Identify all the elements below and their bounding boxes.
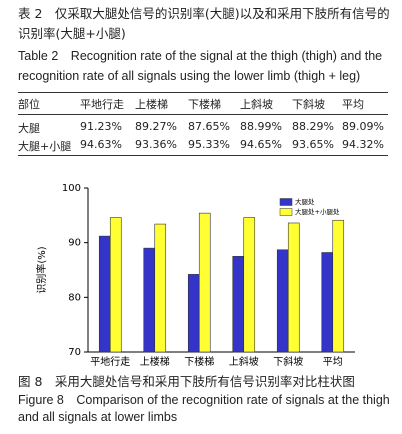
table-cell: 88.29% — [292, 120, 334, 133]
y-tick-label: 70 — [68, 347, 81, 358]
bar — [276, 249, 289, 353]
rule — [18, 92, 388, 93]
table-cell: 89.09% — [342, 120, 384, 133]
table-cell: 下斜坡 — [292, 98, 325, 111]
table-caption-cn: 表 2 仅采取大腿处信号的识别率(大腿)以及和采用下肢所有信号的识别率(大腿+小… — [18, 6, 390, 41]
bar — [243, 217, 256, 353]
rule — [18, 114, 388, 115]
bar — [198, 212, 211, 353]
table-cell: 94.63% — [80, 138, 122, 151]
table-cell: 91.23% — [80, 120, 122, 133]
table-cell: 94.65% — [240, 138, 282, 151]
table-cell: 上楼梯 — [135, 98, 168, 111]
bar — [98, 235, 111, 353]
table-cell: 下楼梯 — [188, 98, 221, 111]
bar — [187, 274, 200, 353]
x-tick-label: 平地行走 — [90, 355, 130, 368]
y-tick-label: 80 — [68, 292, 81, 303]
legend-swatch — [279, 198, 293, 206]
table-cell: 93.36% — [135, 138, 177, 151]
bar — [287, 222, 300, 353]
figure-caption-cn: 图 8 采用大腿处信号和采用下肢所有信号识别率对比柱状图 — [18, 374, 355, 389]
x-tick-label: 下楼梯 — [184, 355, 214, 368]
bar — [232, 256, 245, 353]
table-cell: 95.33% — [188, 138, 230, 151]
x-tick-label: 上斜坡 — [229, 355, 259, 368]
y-axis-label: 识别率(%) — [35, 246, 48, 293]
bar — [143, 247, 156, 353]
figure-caption-en: Figure 8 Comparison of the recognition r… — [18, 393, 390, 424]
x-tick-label: 平均 — [323, 356, 343, 368]
table-cell: 平地行走 — [80, 98, 124, 111]
bar — [109, 217, 122, 353]
legend-label: 大腿处+小腿处 — [295, 207, 340, 216]
y-tick-label: 90 — [68, 238, 81, 249]
table-cell: 平均 — [342, 98, 364, 111]
table-cell: 93.65% — [292, 138, 334, 151]
table-cell: 大腿+小腿 — [18, 140, 72, 153]
rule — [18, 155, 388, 156]
x-tick-label: 下斜坡 — [273, 355, 303, 368]
legend-label: 大腿处 — [295, 197, 315, 206]
table-cell: 94.32% — [342, 138, 384, 151]
bar — [332, 219, 345, 353]
table-cell: 89.27% — [135, 120, 177, 133]
table-cell: 87.65% — [188, 120, 230, 133]
table-caption-en: Table 2 Recognition rate of the signal a… — [18, 49, 383, 83]
x-tick-label: 上楼梯 — [140, 355, 170, 368]
table-cell: 部位 — [18, 98, 40, 111]
bar — [154, 223, 167, 353]
table-cell: 上斜坡 — [240, 98, 273, 111]
chart: 70 80 90 100 识别率(%) 平地行走 上楼梯 下楼梯 上斜坡 下斜坡 平均 大腿处大腿处+… — [35, 183, 355, 368]
bar — [321, 252, 334, 353]
legend-swatch — [279, 208, 293, 216]
y-tick-label: 100 — [62, 183, 81, 194]
table-cell: 大腿 — [18, 122, 40, 135]
table-cell: 88.99% — [240, 120, 282, 133]
